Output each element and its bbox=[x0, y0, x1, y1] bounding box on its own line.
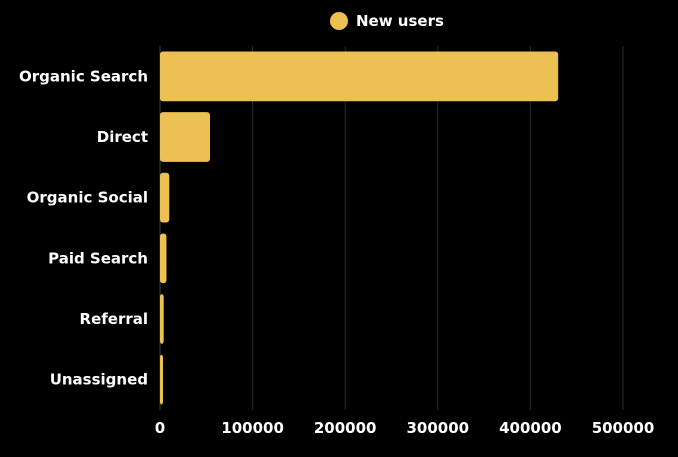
x-tick-label: 100000 bbox=[221, 419, 284, 437]
x-tick-label: 400000 bbox=[499, 419, 562, 437]
x-axis-ticks: 0 100000 200000 300000 400000 500000 bbox=[155, 419, 655, 437]
bar[interactable] bbox=[160, 354, 163, 405]
category-label: Unassigned bbox=[50, 371, 148, 389]
x-tick-label: 0 bbox=[155, 419, 165, 437]
x-tick-label: 300000 bbox=[406, 419, 469, 437]
bar[interactable] bbox=[160, 233, 167, 284]
category-label: Organic Social bbox=[27, 189, 148, 207]
legend[interactable]: New users bbox=[330, 12, 444, 30]
category-label: Referral bbox=[80, 310, 148, 328]
x-tick-label: 500000 bbox=[592, 419, 655, 437]
bar[interactable] bbox=[160, 51, 559, 102]
bar[interactable] bbox=[160, 172, 170, 223]
category-labels: Organic Search Direct Organic Social Paid S… bbox=[19, 67, 148, 388]
category-label: Paid Search bbox=[48, 249, 148, 267]
bars bbox=[160, 51, 559, 405]
x-tick-label: 200000 bbox=[314, 419, 377, 437]
category-label: Organic Search bbox=[19, 67, 148, 85]
legend-label: New users bbox=[356, 12, 444, 30]
bar[interactable] bbox=[160, 294, 164, 344]
category-label: Direct bbox=[97, 128, 148, 146]
legend-swatch bbox=[330, 12, 348, 30]
grid-lines bbox=[159, 46, 624, 410]
bar[interactable] bbox=[160, 112, 211, 162]
